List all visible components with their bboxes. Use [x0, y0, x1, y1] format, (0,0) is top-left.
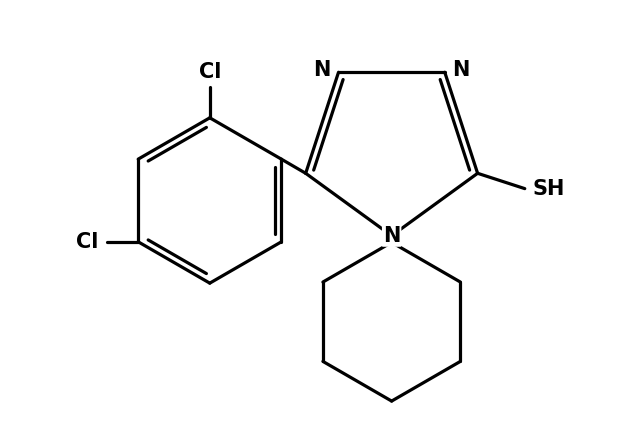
Text: N: N [452, 60, 470, 80]
Text: SH: SH [533, 179, 565, 199]
Text: N: N [314, 60, 331, 80]
Text: Cl: Cl [198, 61, 221, 82]
Text: Cl: Cl [76, 232, 99, 252]
Text: N: N [383, 226, 401, 246]
